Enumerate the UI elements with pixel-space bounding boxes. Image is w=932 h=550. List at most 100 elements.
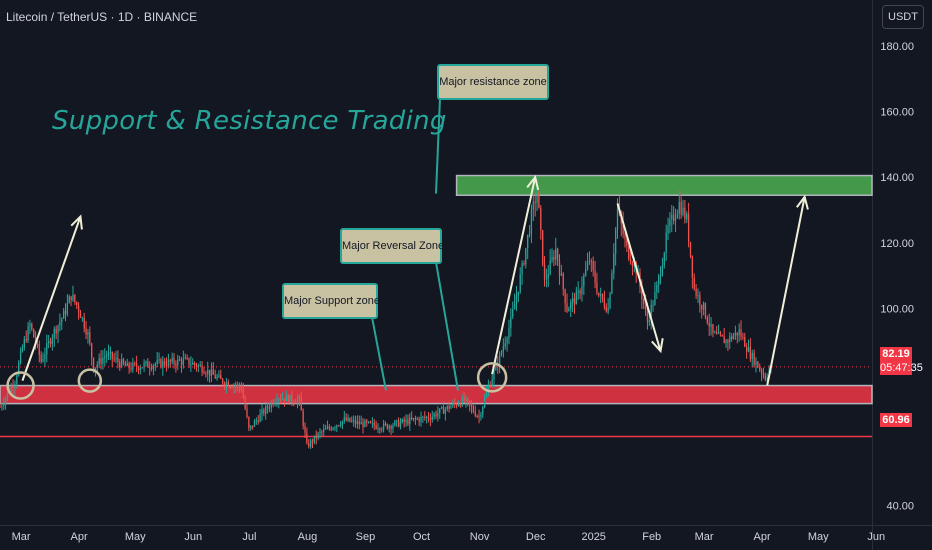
candle-body [315, 435, 317, 439]
support-touch-circle [476, 362, 508, 393]
candle-body [583, 275, 585, 287]
candle-body [354, 420, 357, 424]
x-tick-label: Jul [242, 531, 256, 543]
candle-body [669, 219, 671, 227]
candle-body [689, 241, 692, 256]
candle-body [579, 291, 581, 294]
candle-body [253, 421, 256, 427]
candle-body [671, 214, 673, 220]
candle-body [152, 365, 155, 369]
candle-body [431, 416, 433, 420]
candle-body [225, 382, 228, 386]
candle-body [85, 328, 87, 335]
candle-body [126, 363, 128, 367]
candle-body [641, 286, 643, 299]
candle-body [542, 230, 544, 265]
candle-body [154, 364, 156, 366]
candle-body [62, 310, 65, 319]
candle-body [607, 308, 609, 312]
candle-body [246, 408, 248, 418]
arrow-up-may [766, 196, 806, 386]
y-tick-label: 180.00 [880, 41, 914, 53]
candle-body [532, 201, 534, 210]
candle-body [201, 365, 203, 373]
support-callout[interactable]: Major Support zone [282, 283, 380, 319]
candle-body [674, 217, 677, 222]
candle-body [691, 255, 694, 278]
resistance-callout[interactable]: Major resistance zone [437, 64, 549, 100]
currency-button[interactable]: USDT [882, 5, 924, 29]
candle-body [190, 364, 192, 366]
candle-body [158, 359, 160, 361]
candle-body [150, 368, 153, 370]
candle-body [680, 201, 682, 215]
candle-body [590, 260, 592, 262]
candle-body [517, 291, 519, 296]
candle-body [708, 322, 710, 327]
candle-body [371, 422, 374, 424]
candle-body [418, 418, 420, 422]
candle-body [483, 397, 486, 407]
candle-body [293, 401, 295, 403]
candle-body [493, 370, 495, 380]
candle-body [663, 253, 665, 266]
candle-body [652, 304, 654, 306]
candle-body [753, 353, 755, 365]
candle-body [581, 286, 583, 294]
candle-body [334, 427, 336, 429]
candle-body [745, 346, 748, 352]
candle-body [257, 420, 259, 422]
candle-body [536, 191, 538, 203]
candle-body [540, 208, 542, 231]
candle-body [686, 213, 688, 220]
candle-body [164, 361, 166, 366]
candle-body [180, 360, 183, 365]
candle-body [21, 347, 24, 352]
candle-body [360, 422, 362, 425]
candle-body [51, 337, 54, 345]
candle-body [66, 303, 69, 315]
x-tick-label: May [808, 531, 829, 543]
candle-body [184, 357, 186, 359]
reversal-callout[interactable]: Major Reversal Zone [340, 228, 444, 264]
candle-body [10, 386, 12, 393]
candle-body [278, 399, 280, 402]
candle-body [192, 362, 194, 365]
candle-body [55, 328, 57, 334]
candle-body [530, 209, 533, 234]
candle-body [379, 428, 381, 430]
candle-body [736, 332, 738, 336]
candle-body [208, 369, 211, 376]
candle-body [27, 326, 29, 341]
candle-body [614, 229, 617, 254]
candle-body [644, 304, 647, 310]
candle-body [265, 406, 267, 414]
candle-body [251, 425, 254, 427]
candle-body [375, 425, 377, 429]
y-tick-label: 40.00 [886, 500, 914, 512]
candle-body [289, 394, 291, 403]
candle-body [143, 363, 145, 368]
candle-body [734, 332, 737, 336]
candle-body [81, 317, 83, 319]
candle-body [448, 405, 450, 409]
candle-body [233, 385, 235, 388]
candle-body [543, 264, 546, 279]
candle-body [77, 305, 80, 312]
candle-body [568, 308, 570, 312]
candle-body [173, 357, 175, 364]
candle-body [341, 420, 344, 426]
candle-body [298, 396, 301, 400]
candle-body [332, 427, 334, 430]
candle-body [205, 373, 207, 375]
candle-body [242, 389, 244, 399]
candle-body [491, 379, 493, 387]
candle-body [98, 357, 100, 365]
candle-body [25, 339, 27, 341]
candle-body [100, 357, 102, 364]
candle-body [33, 329, 35, 338]
candle-body [261, 409, 263, 415]
candle-body [94, 367, 97, 372]
